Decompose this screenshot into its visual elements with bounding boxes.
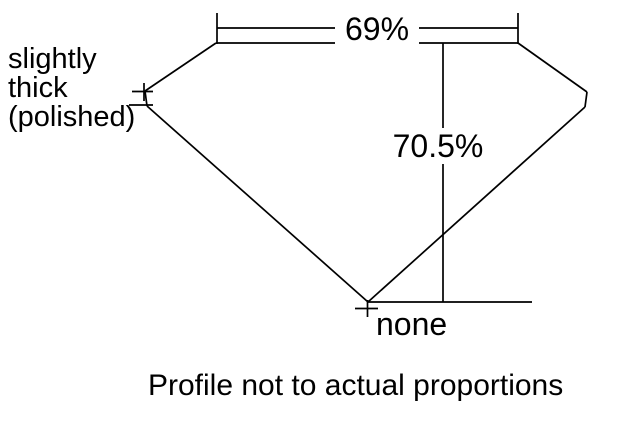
culet-label: none (376, 306, 448, 342)
depth-percent-label: 70.5% (388, 128, 488, 164)
girdle-edge-right (584, 91, 588, 108)
girdle-edge-left (144, 90, 148, 107)
caption-text: Profile not to actual proportions (148, 369, 564, 402)
girdle-thickness-label-line1: slightly (8, 43, 97, 75)
girdle-thickness-label-line2: thick (8, 72, 68, 104)
table-percent-label: 69% (335, 11, 419, 47)
girdle-thickness-label-line3: (polished) (8, 101, 136, 133)
crown-facet-right (517, 42, 588, 93)
girdle-thickness-label: slightly thick (polished) (8, 45, 135, 132)
pavilion-facet-left (146, 105, 369, 303)
crown-facet-left (144, 42, 217, 92)
pavilion-facet-right (367, 106, 586, 303)
